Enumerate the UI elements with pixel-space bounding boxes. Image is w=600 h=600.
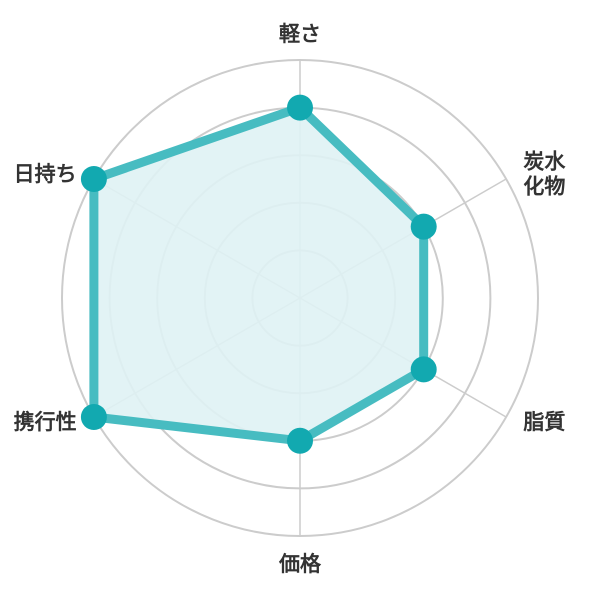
axis-label-0: 軽さ [279,22,321,46]
axis-label-3-line-0: 価格 [278,552,322,576]
axis-label-5: 日持ち [14,162,77,186]
data-point-2 [410,356,437,383]
axis-label-1-line-1: 化物 [523,175,565,199]
axis-label-0-line-0: 軽さ [279,22,321,46]
series-area [89,103,429,446]
axis-label-1: 炭水化物 [523,150,566,199]
axis-label-5-line-0: 日持ち [14,162,77,186]
axis-label-3: 価格 [278,552,322,576]
data-point-4 [80,404,107,430]
data-point-3 [287,427,313,454]
data-point-1 [410,213,437,240]
axis-label-4: 携行性 [14,410,77,434]
axis-label-2: 脂質 [523,410,565,434]
axis-label-1-line-0: 炭水 [523,150,566,174]
axis-label-2-line-0: 脂質 [523,410,565,434]
data-point-5 [80,166,107,192]
axis-label-4-line-0: 携行性 [14,410,77,434]
data-point-0 [287,94,313,121]
series [80,94,437,454]
